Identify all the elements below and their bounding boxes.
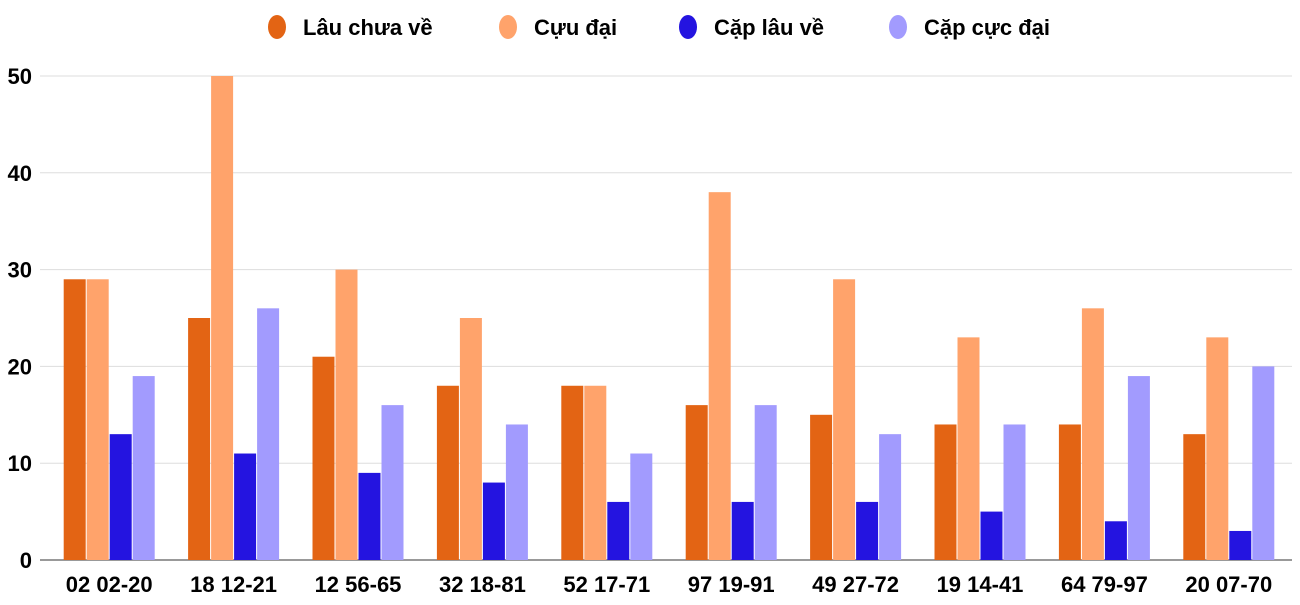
- x-tick-label: 02 02-20: [66, 572, 153, 597]
- bar: [1104, 521, 1127, 560]
- x-tick-label: 32 18-81: [439, 572, 526, 597]
- bar: [1127, 376, 1150, 560]
- bar: [257, 308, 280, 560]
- bar: [188, 318, 211, 560]
- bar: [211, 76, 234, 560]
- x-tick-label: 64 79-97: [1061, 572, 1148, 597]
- bar: [934, 424, 957, 560]
- y-tick-label: 50: [8, 64, 32, 89]
- bar: [132, 376, 155, 560]
- bar: [731, 501, 754, 560]
- bar: [607, 501, 630, 560]
- bar: [482, 482, 505, 560]
- bar: [879, 434, 902, 560]
- bar: [856, 501, 879, 560]
- bar: [358, 472, 381, 560]
- x-axis: 02 02-20 18 12-21 12 56-65 32 18-81 52 17-71…: [66, 572, 1272, 597]
- x-tick-label: 52 17-71: [563, 572, 650, 597]
- bar: [1003, 424, 1026, 560]
- x-tick-label: 49 27-72: [812, 572, 899, 597]
- bars: [63, 76, 1275, 560]
- legend-label: Cựu đại: [534, 15, 617, 40]
- bar: [109, 434, 132, 560]
- legend-marker: [268, 15, 286, 39]
- x-tick-label: 97 19-91: [688, 572, 775, 597]
- bar: [708, 192, 731, 560]
- bar: [1229, 530, 1252, 560]
- legend-label: Cặp cực đại: [924, 15, 1050, 40]
- y-tick-label: 0: [20, 548, 32, 573]
- bar: [505, 424, 528, 560]
- bar: [1183, 434, 1206, 560]
- bar: [833, 279, 856, 560]
- bar: [980, 511, 1003, 560]
- bar: [1252, 366, 1275, 560]
- bar: [584, 385, 607, 560]
- y-tick-label: 40: [8, 161, 32, 186]
- y-axis: 0 10 20 30 40 50: [8, 64, 32, 573]
- x-tick-label: 19 14-41: [937, 572, 1024, 597]
- bar: [754, 405, 777, 560]
- bar: [957, 337, 980, 560]
- bar: [1081, 308, 1104, 560]
- bar: [561, 385, 584, 560]
- bar: [459, 318, 482, 560]
- bar: [63, 279, 86, 560]
- bar: [86, 279, 109, 560]
- legend: Lâu chưa về Cựu đại Cặp lâu về Cặp cực đại: [268, 15, 1050, 40]
- bar: [381, 405, 404, 560]
- y-tick-label: 20: [8, 354, 32, 379]
- bar: [234, 453, 257, 560]
- legend-marker: [499, 15, 517, 39]
- y-tick-label: 10: [8, 451, 32, 476]
- legend-marker: [679, 15, 697, 39]
- bar: [685, 405, 708, 560]
- bar: [312, 356, 335, 560]
- x-tick-label: 12 56-65: [315, 572, 402, 597]
- bar: [810, 414, 833, 560]
- x-tick-label: 18 12-21: [190, 572, 277, 597]
- legend-label: Lâu chưa về: [303, 15, 433, 40]
- bar: [436, 385, 459, 560]
- legend-label: Cặp lâu về: [714, 15, 824, 40]
- bar: [630, 453, 653, 560]
- legend-marker: [889, 15, 907, 39]
- bar: [1058, 424, 1081, 560]
- bar: [1206, 337, 1229, 560]
- x-tick-label: 20 07-70: [1185, 572, 1272, 597]
- bar: [335, 269, 358, 560]
- y-tick-label: 30: [8, 258, 32, 283]
